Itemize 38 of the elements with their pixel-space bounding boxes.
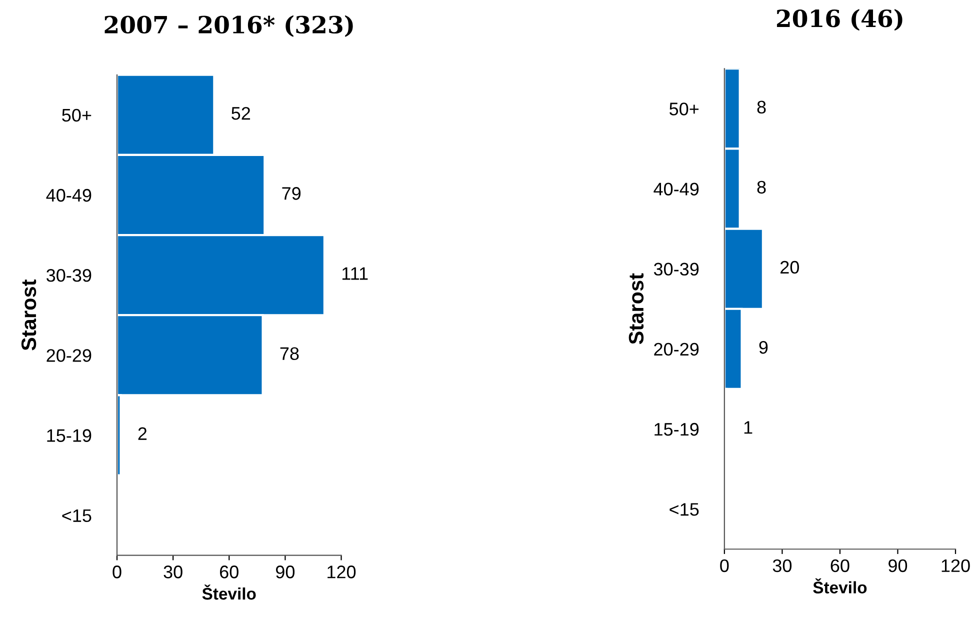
data-label: 8 [757,100,766,114]
chart-title: 2016 (46) [776,9,902,31]
x-tick-label: 30 [772,559,792,572]
x-tick-label: 120 [328,566,356,578]
x-tick-label: 120 [942,559,970,572]
y-axis-title: Starost [21,279,36,350]
x-tick-label: 0 [720,559,729,572]
x-tick-label: 30 [164,566,182,578]
y-axis-title: Starost [628,273,644,344]
x-tick-label: 90 [888,559,908,572]
y-tick-label: 20-29 [654,342,699,356]
data-label: 8 [757,180,766,194]
x-tick-label: 0 [112,566,122,578]
data-label: 20 [780,260,799,274]
y-tick-label: 40-49 [46,188,92,202]
y-tick-label: 50+ [670,102,699,116]
x-axis-title: Število [813,578,867,594]
y-tick-label: <15 [62,509,92,522]
y-tick-label: 30-39 [46,269,92,282]
data-label: 9 [759,340,768,354]
y-tick-label: <15 [670,503,699,516]
data-label: 111 [342,267,368,280]
data-label: 78 [280,347,299,360]
x-tick-label: 90 [276,566,295,578]
y-tick-label: 40-49 [654,182,699,196]
y-tick-label: 15-19 [654,422,699,436]
x-tick-label: 60 [830,559,850,572]
y-tick-label: 30-39 [654,262,699,276]
data-label: 52 [232,106,250,120]
chart-title: 2007 – 2016* (323) [104,15,353,37]
x-tick-label: 60 [220,566,238,578]
data-label: 79 [282,187,301,200]
data-label: 1 [744,421,752,434]
y-tick-label: 50+ [62,108,92,122]
x-axis-title: Število [202,584,256,600]
data-label: 2 [138,427,147,440]
y-tick-label: 15-19 [47,429,92,442]
y-tick-label: 20-29 [46,349,92,362]
